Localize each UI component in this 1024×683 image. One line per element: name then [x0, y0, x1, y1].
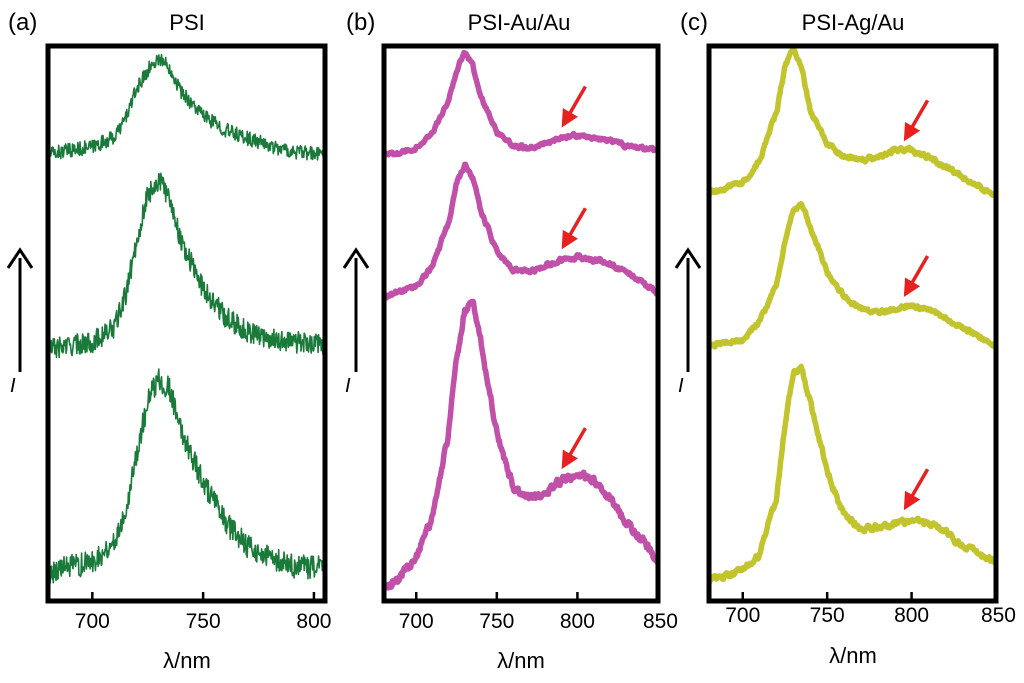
panel-a-series-top	[48, 53, 325, 162]
panel-b-peak-arrow-bottom	[561, 427, 587, 470]
panel-b-frame	[381, 43, 661, 604]
panel-c-frame	[706, 43, 999, 604]
panel-a-label: (a)	[8, 9, 37, 36]
panel-b-title: PSI-Au/Au	[468, 10, 571, 35]
panel-b-y-axis-title: I	[345, 375, 351, 397]
panel-a-series-bottom	[48, 368, 325, 584]
panel-c-y-arrow-icon	[674, 247, 702, 372]
panel-a-x-tick-label: 800	[296, 610, 331, 633]
panel-b-series-middle	[384, 161, 658, 301]
panel-a-y-axis-title: I	[10, 375, 16, 397]
panel-c-peak-arrow-bottom	[903, 468, 930, 511]
panel-b-series-top	[384, 49, 658, 159]
panel-a-y-arrow-icon	[6, 247, 34, 372]
panel-c-series-bottom	[709, 363, 996, 585]
panel-b-label: (b)	[346, 9, 375, 36]
panel-c-series-middle	[709, 200, 996, 350]
panel-c-peak-arrow-middle	[903, 255, 930, 298]
panel-c-x-tick-label: 800	[894, 604, 929, 627]
panel-c-plot: 700 750 800 850	[706, 43, 1016, 627]
panel-a-x-tick-label: 750	[186, 610, 221, 633]
panel-c-x-tick-label: 700	[725, 604, 760, 627]
panel-a-series-middle	[48, 172, 325, 359]
panel-c-label: (c)	[680, 9, 708, 36]
panel-b-plot: 700 750 800 850	[381, 43, 678, 633]
panel-b-peak-arrow-top	[561, 85, 587, 128]
panel-c-title: PSI-Ag/Au	[802, 10, 905, 35]
panel-b-x-tick-label: 750	[479, 610, 514, 633]
panel-c-series-top	[709, 46, 996, 199]
panel-c-x-axis-title: λ/nm	[829, 643, 877, 668]
panel-b-peak-arrow-middle	[561, 207, 587, 250]
panel-c-x-tick-label: 850	[981, 604, 1016, 627]
panel-c-peak-arrow-top	[903, 99, 930, 142]
panel-a-plot: 700 750 800	[45, 43, 331, 633]
panel-c-y-axis-title: I	[678, 375, 684, 397]
panel-b-x-tick-label: 700	[399, 610, 434, 633]
panel-a-title: PSI	[169, 10, 204, 35]
panel-b-series-bottom	[384, 298, 658, 591]
panel-a-frame	[45, 43, 328, 604]
panel-a-x-tick-label: 700	[75, 610, 110, 633]
panel-c-x-tick-label: 750	[810, 604, 845, 627]
panel-b-y-arrow-icon	[342, 247, 370, 372]
panel-a-x-axis-title: λ/nm	[163, 648, 211, 673]
panel-b-x-tick-label: 800	[560, 610, 595, 633]
panel-b-x-tick-label: 850	[643, 610, 678, 633]
panel-b-x-axis-title: λ/nm	[497, 648, 545, 673]
